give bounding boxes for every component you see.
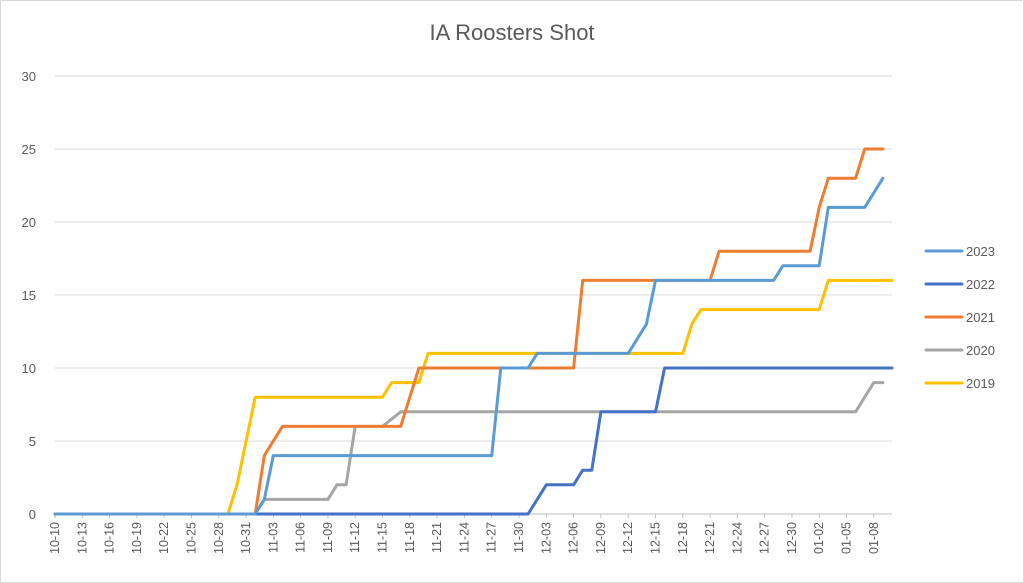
y-tick-label: 25 — [22, 142, 36, 157]
x-tick-label: 01-08 — [867, 522, 881, 554]
legend-label-2023: 2023 — [966, 244, 995, 259]
x-tick-label: 11-06 — [294, 522, 308, 553]
legend-label-2020: 2020 — [966, 343, 995, 358]
y-tick-label: 5 — [29, 434, 36, 449]
x-tick-label: 11-21 — [430, 522, 444, 553]
x-tick-label: 12-12 — [621, 522, 635, 554]
x-tick-label: 11-12 — [348, 522, 362, 553]
x-tick-label: 10-25 — [184, 522, 198, 554]
gridlines — [55, 75, 892, 442]
series-line-2021 — [53, 147, 885, 516]
series-lines — [53, 147, 894, 516]
series-line-2019 — [53, 278, 894, 516]
x-tick-label: 01-02 — [812, 522, 826, 554]
x-tick-label: 10-13 — [75, 522, 89, 554]
x-tick-label: 11-27 — [485, 522, 499, 553]
chart-title: IA Roosters Shot — [429, 20, 595, 45]
x-axis: 10-10 10-13 10-16 10-19 10-22 10-25 10-28 10-31… — [48, 513, 892, 554]
x-tick-label: 12-03 — [539, 522, 553, 554]
x-tick-label: 10-16 — [103, 522, 117, 554]
y-axis: 0 5 10 15 20 25 30 — [22, 69, 36, 522]
x-tick-label: 12-18 — [676, 522, 690, 554]
x-tick-label: 12-15 — [648, 522, 662, 554]
x-tick-label: 11-09 — [321, 522, 335, 553]
x-tick-label: 10-28 — [212, 522, 226, 554]
x-tick-label: 12-09 — [594, 522, 608, 554]
x-tick-label: 11-30 — [512, 522, 526, 553]
x-tick-label: 11-15 — [376, 522, 390, 553]
y-tick-label: 10 — [22, 361, 36, 376]
x-tick-label: 11-03 — [266, 522, 280, 553]
x-tick-label: 12-30 — [785, 522, 799, 554]
x-tick-label: 12-27 — [758, 522, 772, 554]
series-line-2022 — [53, 366, 894, 516]
x-tick-label: 10-31 — [239, 522, 253, 554]
legend-label-2021: 2021 — [966, 310, 995, 325]
legend-label-2022: 2022 — [966, 277, 995, 292]
y-tick-label: 0 — [29, 507, 36, 522]
y-tick-label: 20 — [22, 215, 36, 230]
series-line-2023 — [53, 176, 885, 516]
y-tick-label: 30 — [22, 69, 36, 84]
x-tick-label: 11-24 — [457, 522, 471, 553]
series-line-2020 — [53, 381, 885, 516]
legend-label-2019: 2019 — [966, 376, 995, 391]
x-tick-label: 12-06 — [567, 522, 581, 554]
x-tick-label: 10-22 — [157, 522, 171, 554]
x-tick-label: 12-24 — [730, 522, 744, 554]
x-tick-label: 12-21 — [703, 522, 717, 554]
x-tick-label: 10-10 — [48, 522, 62, 554]
y-tick-label: 15 — [22, 288, 36, 303]
legend: 2023 2022 2021 2020 2019 — [924, 244, 995, 391]
x-tick-label: 01-05 — [840, 522, 854, 554]
x-tick-label: 11-18 — [403, 522, 417, 553]
x-tick-label: 10-19 — [130, 522, 144, 554]
